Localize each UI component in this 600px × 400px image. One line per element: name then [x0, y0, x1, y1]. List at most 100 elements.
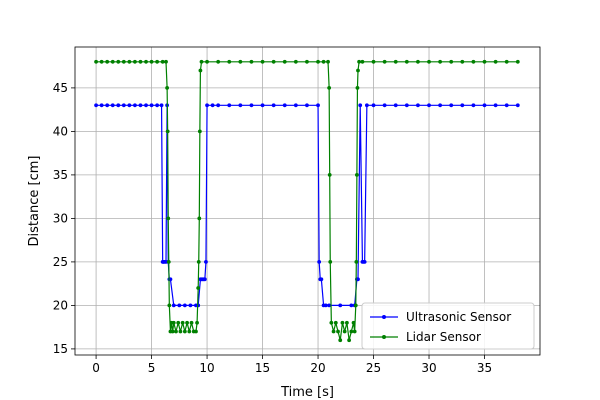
y-tick-label: 35	[53, 168, 68, 182]
data-point-ultrasonic-sensor	[238, 103, 243, 108]
data-point-lidar-sensor	[327, 85, 332, 90]
data-point-lidar-sensor	[282, 59, 287, 64]
data-point-lidar-sensor	[321, 59, 326, 64]
data-point-lidar-sensor	[197, 216, 202, 221]
data-point-lidar-sensor	[171, 320, 176, 325]
data-point-ultrasonic-sensor	[358, 103, 363, 108]
data-point-lidar-sensor	[185, 320, 189, 325]
data-point-lidar-sensor	[116, 59, 121, 64]
data-point-lidar-sensor	[449, 59, 454, 64]
data-point-ultrasonic-sensor	[116, 103, 121, 108]
data-point-lidar-sensor	[382, 59, 387, 64]
data-point-ultrasonic-sensor	[121, 103, 126, 108]
data-point-lidar-sensor	[166, 260, 171, 264]
data-point-ultrasonic-sensor	[127, 103, 132, 108]
data-point-lidar-sensor	[182, 329, 187, 334]
x-tick-label: 25	[366, 361, 381, 375]
data-point-ultrasonic-sensor	[482, 103, 487, 108]
data-point-lidar-sensor	[216, 59, 221, 64]
data-point-lidar-sensor	[167, 303, 172, 308]
data-point-ultrasonic-sensor	[327, 303, 332, 308]
data-point-lidar-sensor	[327, 172, 332, 177]
data-point-ultrasonic-sensor	[271, 103, 276, 108]
data-point-ultrasonic-sensor	[149, 103, 154, 108]
data-point-lidar-sensor	[354, 172, 359, 177]
data-point-ultrasonic-sensor	[319, 277, 324, 282]
data-point-lidar-sensor	[110, 59, 115, 64]
data-point-lidar-sensor	[316, 59, 320, 64]
data-point-ultrasonic-sensor	[317, 260, 322, 264]
data-point-ultrasonic-sensor	[416, 103, 420, 108]
data-point-lidar-sensor	[165, 129, 170, 134]
legend-entry-ultrasonic-sensor: Ultrasonic Sensor	[370, 310, 511, 324]
data-point-lidar-sensor	[194, 329, 198, 334]
x-axis-ticks: 0 5 10 15 20 25 30 35	[92, 355, 492, 375]
data-point-ultrasonic-sensor	[204, 260, 208, 264]
y-tick-label: 15	[53, 342, 68, 356]
data-point-ultrasonic-sensor	[316, 103, 320, 108]
data-point-ultrasonic-sensor	[202, 277, 207, 282]
legend-marker	[382, 315, 386, 319]
data-point-lidar-sensor	[404, 59, 409, 64]
data-point-ultrasonic-sensor	[438, 103, 443, 108]
y-tick-label: 45	[53, 81, 68, 95]
y-tick-label: 40	[53, 124, 68, 138]
data-point-ultrasonic-sensor	[515, 103, 520, 108]
data-point-lidar-sensor	[176, 320, 181, 325]
data-point-ultrasonic-sensor	[404, 103, 409, 108]
axes-frame	[74, 46, 541, 356]
data-point-ultrasonic-sensor	[94, 103, 98, 108]
series-lidar-sensor	[94, 59, 520, 343]
data-point-lidar-sensor	[174, 329, 178, 334]
data-point-ultrasonic-sensor	[182, 303, 187, 308]
data-point-lidar-sensor	[166, 216, 171, 221]
grid-lines	[75, 47, 540, 355]
data-point-lidar-sensor	[121, 59, 126, 64]
data-point-ultrasonic-sensor	[177, 303, 182, 308]
data-point-lidar-sensor	[155, 59, 160, 64]
y-tick-label: 30	[53, 211, 68, 225]
data-point-ultrasonic-sensor	[364, 103, 369, 108]
data-point-ultrasonic-sensor	[99, 103, 104, 108]
data-point-lidar-sensor	[94, 59, 98, 64]
data-point-ultrasonic-sensor	[323, 303, 328, 308]
data-point-lidar-sensor	[356, 68, 360, 73]
data-point-lidar-sensor	[333, 320, 338, 325]
data-point-lidar-sensor	[149, 59, 154, 64]
data-point-lidar-sensor	[196, 260, 201, 264]
data-point-ultrasonic-sensor	[227, 103, 232, 108]
series-ultrasonic-sensor	[94, 103, 520, 308]
data-point-lidar-sensor	[99, 59, 104, 64]
data-point-lidar-sensor	[260, 59, 265, 64]
y-axis-ticks: 15 20 25 30 35 40 45	[53, 81, 75, 356]
data-point-ultrasonic-sensor	[144, 103, 148, 108]
x-tick-label: 0	[92, 361, 100, 375]
data-point-lidar-sensor	[515, 59, 520, 64]
data-point-lidar-sensor	[427, 59, 431, 64]
data-point-ultrasonic-sensor	[504, 103, 509, 108]
data-point-lidar-sensor	[249, 59, 254, 64]
data-point-lidar-sensor	[360, 59, 365, 64]
data-point-lidar-sensor	[180, 320, 185, 325]
data-point-lidar-sensor	[353, 303, 358, 308]
data-point-lidar-sensor	[187, 329, 192, 334]
data-point-lidar-sensor	[165, 85, 170, 90]
x-tick-label: 35	[477, 361, 492, 375]
data-point-lidar-sensor	[293, 59, 298, 64]
legend-box	[361, 302, 535, 350]
data-point-ultrasonic-sensor	[293, 103, 298, 108]
data-point-lidar-sensor	[138, 59, 143, 64]
data-point-ultrasonic-sensor	[260, 103, 265, 108]
data-point-ultrasonic-sensor	[427, 103, 431, 108]
data-point-ultrasonic-sensor	[216, 103, 221, 108]
data-point-ultrasonic-sensor	[371, 103, 376, 108]
data-point-lidar-sensor	[349, 329, 354, 334]
data-point-lidar-sensor	[438, 59, 443, 64]
legend-marker	[382, 335, 386, 339]
data-point-ultrasonic-sensor	[449, 103, 454, 108]
legend-entry-lidar-sensor: Lidar Sensor	[370, 330, 481, 344]
data-point-ultrasonic-sensor	[393, 103, 398, 108]
legend: Ultrasonic Sensor Lidar Sensor	[361, 302, 535, 350]
data-point-ultrasonic-sensor	[133, 103, 137, 108]
data-point-lidar-sensor	[371, 59, 376, 64]
